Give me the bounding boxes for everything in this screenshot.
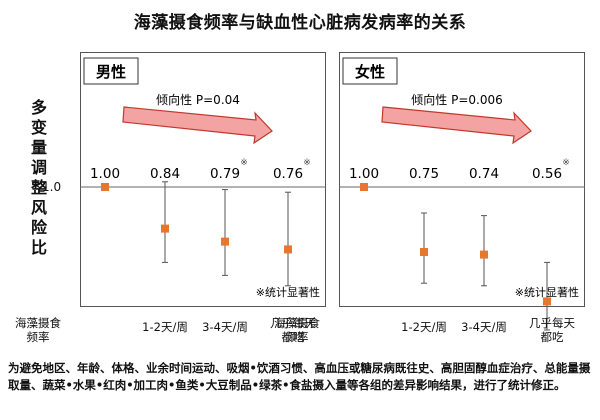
significance-mark: ※ [303,158,311,168]
x-category-label: 3-4天/周 [461,320,507,334]
data-label: 1.00 [90,166,120,182]
x-category-label: 3-4天/周 [202,320,248,334]
trend-arrow-icon [381,106,532,145]
trend-label: 倾向性 P=0.04 [156,92,240,107]
data-label: 0.56 [532,166,562,182]
y-tick-label: 1.0 [42,180,62,194]
data-point [543,297,551,306]
data-label: 0.75 [409,166,439,182]
trend-label: 倾向性 P=0.006 [411,92,502,107]
significance-mark: ※ [240,158,248,168]
page-title: 海藻摄食频率与缺血性心脏病发病率的关系 [133,13,467,33]
data-point [284,245,292,254]
data-label: 0.84 [150,166,180,182]
panel-title-box [342,57,398,85]
data-point [161,224,169,233]
data-point [480,250,488,259]
adjustment-note: 为避免地区、年龄、体格、业余时间运动、吸烟•饮酒习惯、高血压或糖尿病既往史、高胆… [8,361,591,392]
x-category-label: 1-2天/周 [142,320,188,334]
significance-mark: ※ [562,158,570,168]
panel-title: 女性 [355,63,385,81]
data-label: 0.76 [273,166,303,182]
data-label: 1.00 [349,166,379,182]
trend-arrow-icon [122,106,273,145]
data-point [101,183,109,191]
data-point [221,237,229,246]
x-axis-title: 海藻摄食频率 [15,316,61,344]
panel-title-box [83,57,139,85]
data-point [420,248,428,256]
x-category-label: 几乎每天都吃 [529,316,575,344]
significance-footnote: ※统计显著性 [515,285,579,299]
data-label: 0.74 [469,166,499,182]
x-category-label: 1-2天/周 [401,320,447,334]
panel-title: 男性 [96,63,126,81]
x-category-label: 几乎每天都吃 [270,316,316,344]
plot-frame [339,52,585,307]
significance-footnote: ※统计显著性 [256,285,320,299]
x-axis-title: 海藻摄食频率 [274,316,320,344]
y-axis-label: 多变量调整风险比 [30,98,47,257]
data-label: 0.79 [210,166,240,182]
data-point [360,183,368,191]
plot-frame [80,52,326,307]
